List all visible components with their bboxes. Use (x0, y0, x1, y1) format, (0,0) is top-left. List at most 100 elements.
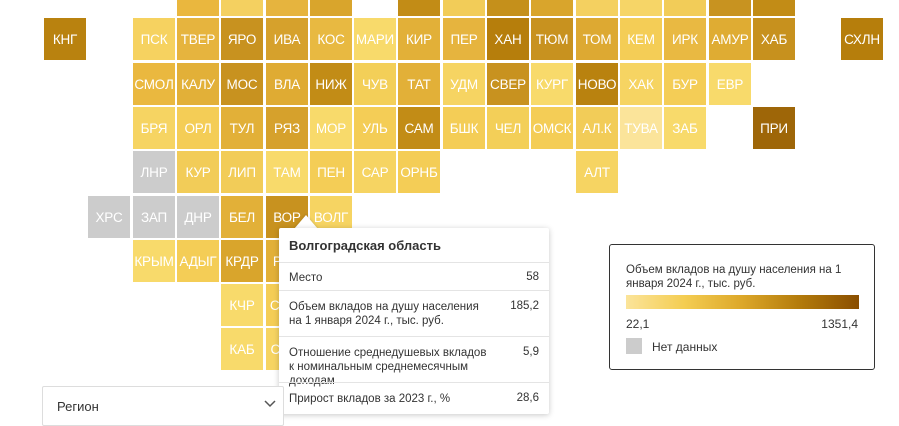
region-tile-partial[interactable] (177, 0, 219, 16)
region-tile-partial[interactable] (487, 0, 529, 16)
region-tile-partial[interactable] (664, 0, 706, 16)
tooltip-row-value: 5,9 (523, 346, 539, 358)
region-tile-37[interactable]: УДМ (443, 63, 485, 105)
region-tile-partial[interactable] (620, 0, 662, 16)
tooltip-row-ratio: Отношение среднедушевых вкладов к номина… (279, 336, 549, 387)
region-tooltip: Волгоградская область Место 58 Объем вкл… (279, 228, 549, 414)
region-tile-50[interactable]: САМ (398, 107, 440, 149)
no-data-label: Нет данных (652, 340, 718, 354)
tooltip-row-value: 28,6 (516, 392, 539, 404)
region-tile-13[interactable]: КНГ (44, 18, 86, 60)
region-tile-28[interactable]: ХАБ (753, 18, 795, 60)
region-tile-34[interactable]: НИЖ (310, 63, 352, 105)
chevron-down-icon (263, 396, 277, 413)
legend-max-value: 1351,4 (821, 317, 858, 331)
tooltip-row-rank: Место 58 (279, 262, 549, 290)
region-tile-14[interactable]: ПСК (133, 18, 175, 60)
tooltip-row-value: 185,2 (510, 300, 539, 312)
region-tile-29[interactable]: СХЛН (841, 18, 883, 60)
region-tile-38[interactable]: СВЕР (487, 63, 529, 105)
region-tile-32[interactable]: МОС (221, 63, 263, 105)
region-tile-64[interactable]: ОРНБ (398, 151, 440, 193)
region-tile-42[interactable]: БУР (664, 63, 706, 105)
region-tile-66[interactable]: ХРС (88, 196, 130, 238)
color-legend: Объем вкладов на душу населения на 1 янв… (609, 244, 875, 370)
region-tile-73[interactable]: АДЫГ (177, 240, 219, 282)
region-tile-24[interactable]: ТОМ (576, 18, 618, 60)
region-tile-78[interactable]: КАБ (221, 328, 263, 370)
tooltip-row-label: Отношение среднедушевых вкладов к номина… (289, 347, 487, 387)
region-tile-20[interactable]: КИР (398, 18, 440, 60)
region-tile-partial[interactable] (221, 0, 263, 16)
region-tile-partial[interactable] (266, 0, 308, 16)
region-tile-59[interactable]: КУР (177, 151, 219, 193)
region-tile-18[interactable]: КОС (310, 18, 352, 60)
region-tile-45[interactable]: ОРЛ (177, 107, 219, 149)
region-tile-76[interactable]: КЧР (221, 284, 263, 326)
region-tile-67[interactable]: ЗАП (133, 196, 175, 238)
region-tile-partial[interactable] (709, 0, 751, 16)
region-tile-58[interactable]: ЛНР (133, 151, 175, 193)
region-tile-partial[interactable] (310, 0, 352, 16)
region-tile-63[interactable]: САР (354, 151, 396, 193)
region-tile-51[interactable]: БШК (443, 107, 485, 149)
no-data-swatch (626, 338, 642, 354)
region-tile-27[interactable]: АМУР (709, 18, 751, 60)
region-tile-47[interactable]: РЯЗ (266, 107, 308, 149)
tooltip-row-label: Место (289, 272, 323, 284)
legend-min-value: 22,1 (626, 317, 650, 331)
region-tile-62[interactable]: ПЕН (310, 151, 352, 193)
region-tile-56[interactable]: ЗАБ (664, 107, 706, 149)
region-tile-40[interactable]: НОВО (576, 63, 618, 105)
region-tile-map: КНГ ПСК ТВЕР ЯРО ИВА КОС МАРИ КИР ПЕР ХАН ТЮМ ТОМ КЕ… (44, 0, 883, 370)
region-tile-15[interactable]: ТВЕР (177, 18, 219, 60)
region-tile-72[interactable]: КРЫМ (133, 240, 175, 282)
region-tile-48[interactable]: МОР (310, 107, 352, 149)
region-tile-54[interactable]: АЛ.К (576, 107, 618, 149)
region-tile-61[interactable]: ТАМ (266, 151, 308, 193)
region-tile-44[interactable]: БРЯ (133, 107, 175, 149)
tooltip-row-growth: Прирост вкладов за 2023 г., % 28,6 (279, 382, 549, 414)
region-select[interactable]: Регион (42, 386, 284, 426)
region-tile-17[interactable]: ИВА (266, 18, 308, 60)
region-tile-55[interactable]: ТУВА (620, 107, 662, 149)
region-tile-68[interactable]: ДНР (177, 196, 219, 238)
region-tile-partial[interactable] (443, 0, 485, 16)
region-tile-57[interactable]: ПРИ (753, 107, 795, 149)
region-tile-43[interactable]: ЕВР (709, 63, 751, 105)
tooltip-title: Волгоградская область (289, 238, 442, 253)
region-tile-33[interactable]: ВЛА (266, 63, 308, 105)
region-tile-60[interactable]: ЛИП (221, 151, 263, 193)
region-tile-46[interactable]: ТУЛ (221, 107, 263, 149)
region-tile-partial[interactable] (576, 0, 618, 16)
region-tile-partial[interactable] (398, 0, 440, 16)
region-tile-19[interactable]: МАРИ (354, 18, 396, 60)
tooltip-row-label: Прирост вкладов за 2023 г., % (289, 393, 451, 405)
region-tile-69[interactable]: БЕЛ (221, 196, 263, 238)
region-tile-25[interactable]: КЕМ (620, 18, 662, 60)
region-tile-74[interactable]: КРДР (221, 240, 263, 282)
region-tile-23[interactable]: ТЮМ (531, 18, 573, 60)
region-tile-49[interactable]: УЛЬ (354, 107, 396, 149)
legend-title: Объем вкладов на душу населения на 1 янв… (626, 264, 842, 290)
region-tile-41[interactable]: ХАК (620, 63, 662, 105)
region-tile-36[interactable]: ТАТ (398, 63, 440, 105)
region-tile-16[interactable]: ЯРО (221, 18, 263, 60)
region-tile-21[interactable]: ПЕР (443, 18, 485, 60)
region-tile-65[interactable]: АЛТ (576, 151, 618, 193)
region-tile-partial[interactable] (531, 0, 573, 16)
region-tile-partial[interactable] (753, 0, 795, 16)
region-tile-35[interactable]: ЧУВ (354, 63, 396, 105)
region-tile-52[interactable]: ЧЕЛ (487, 107, 529, 149)
region-tile-30[interactable]: СМОЛ (133, 63, 175, 105)
tooltip-row-deposits: Объем вкладов на душу населения на 1 янв… (279, 290, 549, 336)
region-tile-53[interactable]: ОМСК (531, 107, 573, 149)
region-tile-22[interactable]: ХАН (487, 18, 529, 60)
region-tile-39[interactable]: КУРГ (531, 63, 573, 105)
region-tile-26[interactable]: ИРК (664, 18, 706, 60)
tooltip-row-value: 58 (526, 271, 539, 283)
legend-gradient-bar (626, 295, 859, 309)
region-select-value: Регион (57, 399, 99, 414)
tooltip-row-label: Объем вкладов на душу населения на 1 янв… (289, 301, 479, 327)
region-tile-31[interactable]: КАЛУ (177, 63, 219, 105)
